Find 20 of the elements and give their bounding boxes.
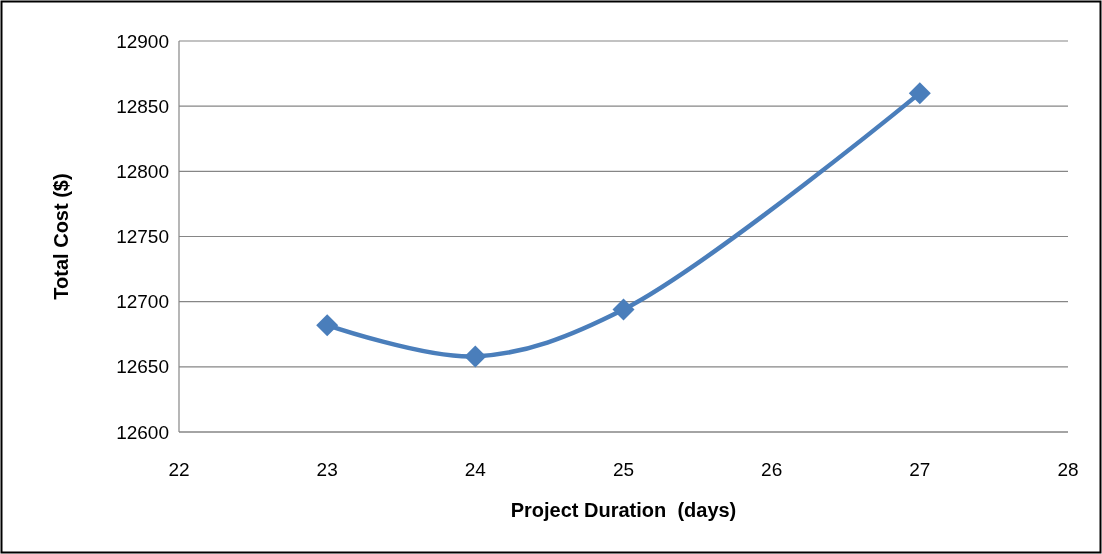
x-tick-label: 24 bbox=[464, 459, 487, 480]
x-tick-label: 25 bbox=[612, 459, 635, 480]
x-axis-title: Project Duration (days) bbox=[510, 499, 737, 521]
x-tick-label: 26 bbox=[761, 459, 783, 480]
x-tick-label: 27 bbox=[909, 459, 931, 480]
point bbox=[612, 298, 635, 321]
y-axis-title: Total Cost ($) bbox=[50, 173, 72, 300]
y-tick-label: 12850 bbox=[116, 95, 169, 117]
y-tick-label: 12900 bbox=[116, 30, 169, 52]
x-tick-label: 23 bbox=[316, 459, 338, 480]
x-tick-label: 22 bbox=[168, 459, 190, 480]
y-tick-label: 12600 bbox=[116, 421, 169, 443]
y-tick-label: 12650 bbox=[116, 356, 169, 378]
y-tick-label: 12750 bbox=[116, 226, 169, 248]
x-tick-label: 28 bbox=[1057, 459, 1079, 480]
point bbox=[908, 82, 931, 105]
point bbox=[464, 345, 487, 368]
y-tick-label: 12700 bbox=[116, 291, 169, 313]
point bbox=[316, 314, 339, 337]
y-tick-label: 12800 bbox=[116, 160, 169, 182]
